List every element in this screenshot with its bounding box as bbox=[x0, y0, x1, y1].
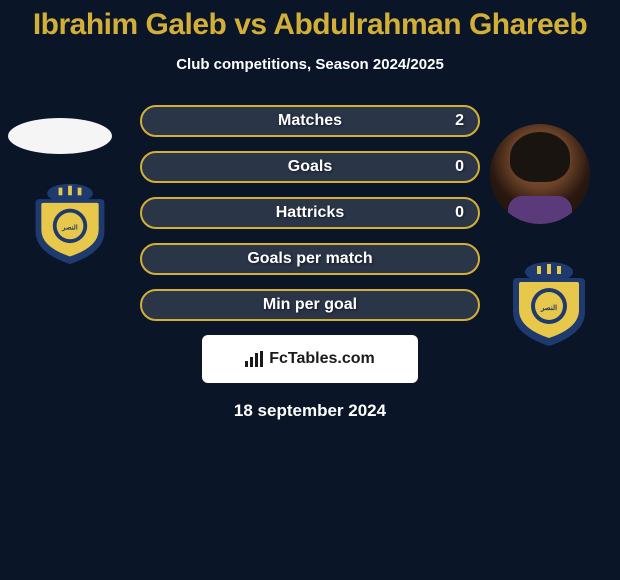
stats-column: Matches 2 Goals 0 Hattricks 0 Goals per match M… bbox=[140, 105, 480, 321]
svg-text:النصر: النصر bbox=[540, 304, 557, 312]
club-left-logo: النصر bbox=[22, 180, 118, 266]
stat-row: Goals per match bbox=[140, 243, 480, 275]
page-title: Ibrahim Galeb vs Abdulrahman Ghareeb bbox=[0, 8, 620, 42]
stat-row: Min per goal bbox=[140, 289, 480, 321]
player-right-avatar bbox=[490, 124, 590, 224]
stat-value-right: 2 bbox=[455, 112, 464, 130]
stat-value-right: 0 bbox=[455, 204, 464, 222]
stat-row: Goals 0 bbox=[140, 151, 480, 183]
stat-row: Matches 2 bbox=[140, 105, 480, 137]
club-right-logo: النصر bbox=[498, 258, 600, 348]
date-text: 18 september 2024 bbox=[0, 401, 620, 421]
branding-text: FcTables.com bbox=[269, 350, 375, 368]
stat-label: Goals per match bbox=[247, 250, 372, 268]
stat-row: Hattricks 0 bbox=[140, 197, 480, 229]
stat-label: Goals bbox=[288, 158, 332, 176]
stat-label: Min per goal bbox=[263, 296, 357, 314]
stat-label: Hattricks bbox=[276, 204, 344, 222]
shield-icon: النصر bbox=[22, 180, 118, 266]
player-left-avatar bbox=[8, 118, 112, 154]
subtitle: Club competitions, Season 2024/2025 bbox=[0, 56, 620, 73]
shield-icon: النصر bbox=[498, 258, 600, 348]
branding-box: FcTables.com bbox=[202, 335, 418, 383]
svg-text:النصر: النصر bbox=[61, 224, 78, 232]
stat-label: Matches bbox=[278, 112, 342, 130]
stat-value-right: 0 bbox=[455, 158, 464, 176]
bar-chart-icon bbox=[245, 351, 265, 367]
